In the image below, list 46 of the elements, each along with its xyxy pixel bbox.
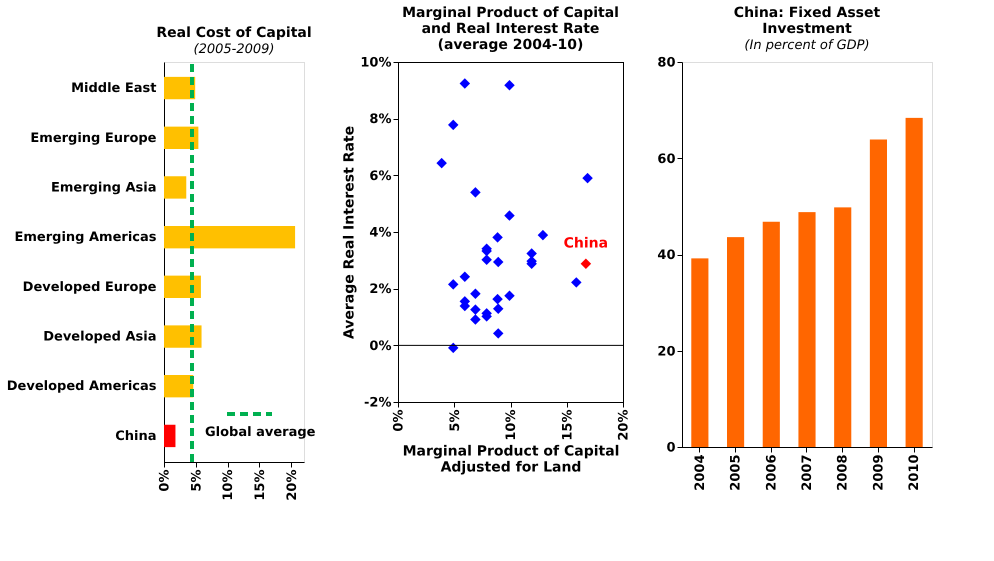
y-tick-label: 60 (657, 152, 676, 167)
y-tick-label: 40 (657, 248, 676, 263)
y-axis-title: Average Real Interest Rate (341, 126, 358, 340)
x-tick-label: 0% (392, 410, 406, 432)
y-tick-label: 0% (369, 338, 392, 354)
y-tick-label: 10% (360, 56, 392, 70)
y-tick-label: Emerging Asia (50, 180, 156, 196)
chart-subtitle: (In percent of GDP) (744, 38, 870, 53)
y-tick-label: Developed Asia (43, 330, 156, 345)
y-tick-label: Middle East (71, 81, 156, 96)
x-tick-label: 2007 (800, 454, 815, 491)
y-tick-label: Developed Americas (6, 379, 157, 394)
x-axis-title: Marginal Product of Capital Adjusted for Land (402, 444, 620, 476)
chart-title: China: Fixed Asset Investment (734, 5, 881, 37)
x-tick-label: 2008 (836, 454, 851, 491)
y-tick-label: 2% (369, 282, 392, 298)
x-tick-label: 5% (189, 470, 204, 492)
chart-title: Real Cost of Capital (156, 25, 312, 41)
y-tick-label: 6% (369, 168, 392, 184)
x-tick-label: 5% (448, 410, 463, 432)
x-tick-label: 2005 (728, 454, 744, 491)
x-tick-label: 0% (158, 470, 172, 492)
x-tick-label: 15% (560, 410, 576, 441)
x-tick-label: 2006 (764, 454, 780, 491)
x-tick-label: 2004 (692, 454, 708, 491)
y-tick-label: China (115, 428, 156, 444)
x-tick-label: 15% (252, 470, 268, 501)
x-tick-label: 20% (284, 470, 300, 501)
y-tick-label: -2% (364, 396, 392, 410)
y-tick-label: Emerging Americas (14, 230, 157, 246)
x-tick-label: 10% (221, 470, 236, 501)
y-tick-label: 80 (657, 56, 676, 70)
x-tick-label: 10% (504, 410, 519, 441)
x-tick-label: 2009 (871, 454, 886, 491)
y-tick-label: 8% (369, 112, 392, 128)
y-tick-label: 4% (369, 226, 392, 240)
y-tick-label: Developed Europe (22, 280, 157, 295)
y-tick-label: 20 (657, 344, 676, 360)
chart-subtitle: (2005-2009) (193, 42, 275, 57)
x-tick-label: 2010 (907, 454, 922, 491)
series-label: China (564, 236, 608, 252)
y-tick-label: 0 (666, 440, 676, 456)
y-tick-label: Emerging Europe (30, 130, 157, 146)
chart-title: Marginal Product of Capital and Real Interest Rate (average 2004-10) (402, 5, 619, 53)
x-tick-label: 20% (616, 410, 632, 441)
ref-line-label: Global average (205, 425, 316, 440)
